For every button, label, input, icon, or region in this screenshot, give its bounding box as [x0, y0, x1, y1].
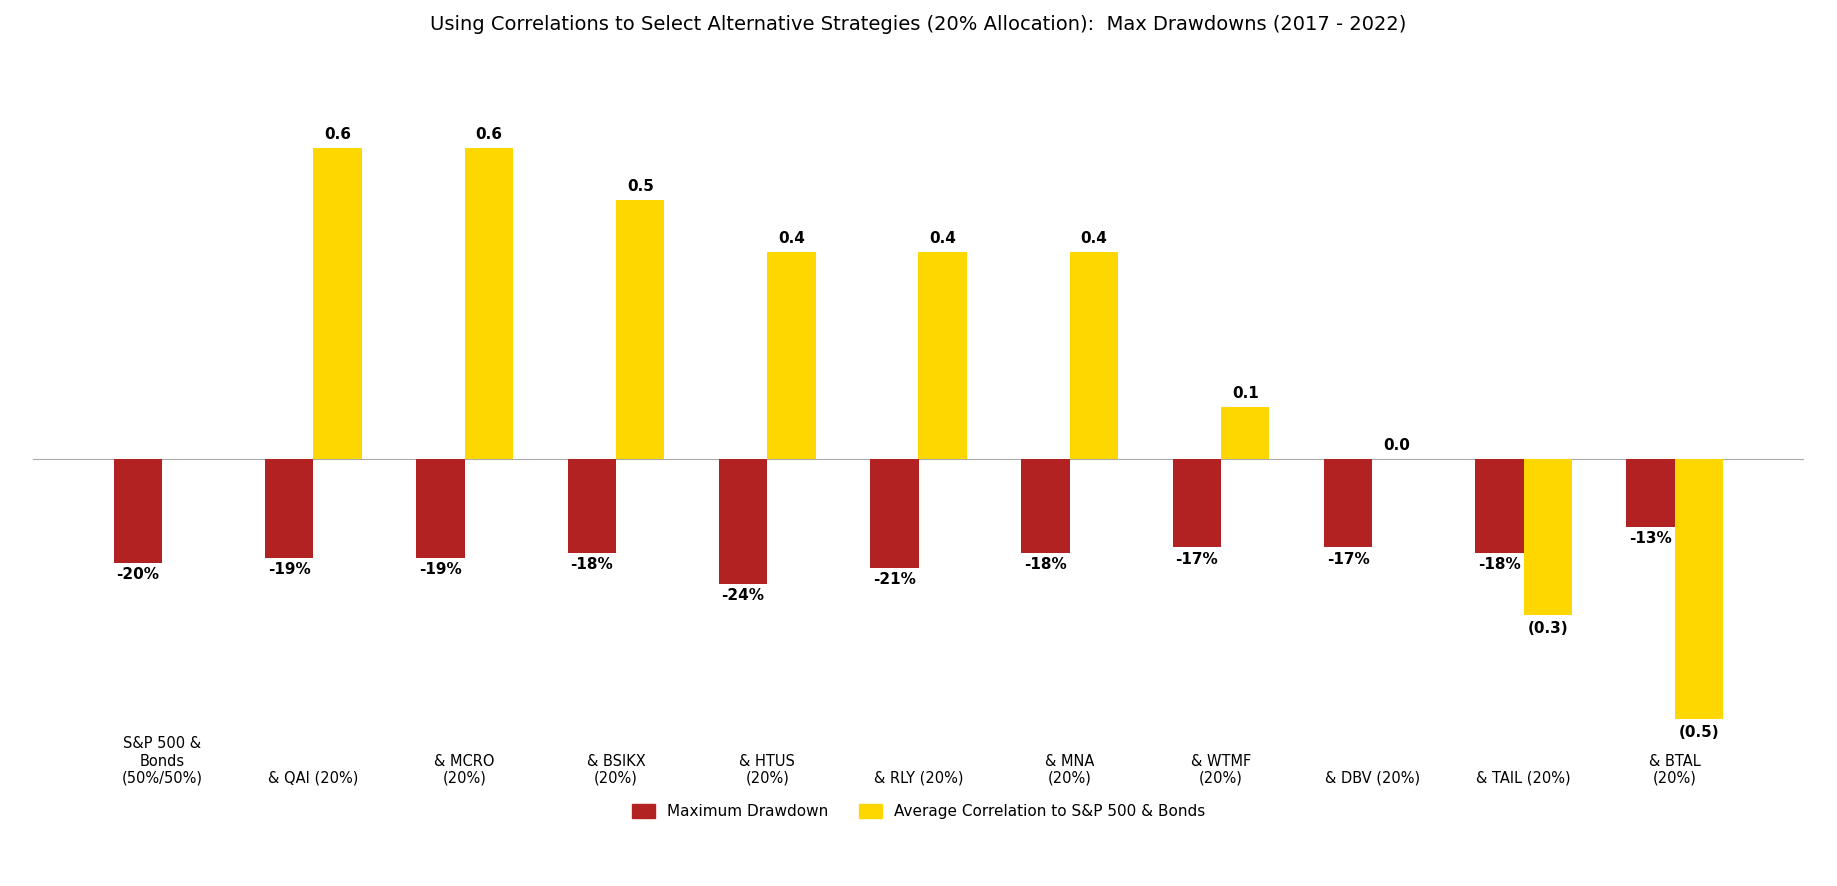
Text: & WTMF
(20%): & WTMF (20%) [1190, 753, 1251, 786]
Bar [871, 459, 918, 568]
Text: & MNA
(20%): & MNA (20%) [1045, 753, 1095, 786]
Text: (0.3): (0.3) [1527, 621, 1569, 636]
Text: 0.6: 0.6 [476, 127, 503, 142]
Legend: Maximum Drawdown, Average Correlation to S&P 500 & Bonds: Maximum Drawdown, Average Correlation to… [632, 804, 1205, 820]
Bar [265, 459, 314, 558]
Bar [1069, 252, 1119, 459]
Text: & MCRO
(20%): & MCRO (20%) [435, 753, 494, 786]
Bar [568, 459, 615, 553]
Text: -24%: -24% [722, 588, 764, 602]
Bar [718, 459, 768, 584]
Bar [918, 252, 966, 459]
Text: 0.4: 0.4 [779, 230, 805, 245]
Text: -17%: -17% [1176, 552, 1218, 567]
Text: & BTAL
(20%): & BTAL (20%) [1650, 753, 1701, 786]
Bar [114, 459, 162, 563]
Text: & HTUS
(20%): & HTUS (20%) [738, 753, 795, 786]
Text: -19%: -19% [419, 562, 461, 577]
Text: & DBV (20%): & DBV (20%) [1324, 771, 1420, 786]
Text: 0.1: 0.1 [1233, 386, 1258, 401]
Text: -18%: -18% [1479, 556, 1521, 571]
Bar [465, 148, 513, 459]
Text: 0.4: 0.4 [1080, 230, 1108, 245]
Text: S&P 500 &
Bonds
(50%/50%): S&P 500 & Bonds (50%/50%) [121, 736, 202, 786]
Bar [1021, 459, 1069, 553]
Bar [768, 252, 816, 459]
Text: (0.5): (0.5) [1679, 725, 1719, 740]
Text: 0.6: 0.6 [323, 127, 351, 142]
Bar [1475, 459, 1523, 553]
Text: -19%: -19% [268, 562, 310, 577]
Text: -17%: -17% [1326, 552, 1369, 567]
Text: 0.4: 0.4 [930, 230, 955, 245]
Text: & RLY (20%): & RLY (20%) [874, 771, 963, 786]
Bar [1675, 459, 1723, 719]
Text: -13%: -13% [1629, 531, 1672, 546]
Text: -20%: -20% [116, 567, 160, 582]
Text: 0.5: 0.5 [626, 179, 654, 194]
Bar [417, 459, 465, 558]
Title: Using Correlations to Select Alternative Strategies (20% Allocation):  Max Drawd: Using Correlations to Select Alternative… [430, 15, 1407, 34]
Text: -18%: -18% [571, 556, 614, 571]
Bar [1523, 459, 1572, 615]
Bar [1626, 459, 1675, 526]
Text: & TAIL (20%): & TAIL (20%) [1477, 771, 1571, 786]
Bar [1172, 459, 1222, 548]
Text: -21%: -21% [873, 572, 915, 587]
Text: & BSIKX
(20%): & BSIKX (20%) [586, 753, 645, 786]
Text: & QAI (20%): & QAI (20%) [268, 771, 358, 786]
Bar [615, 200, 665, 459]
Bar [314, 148, 362, 459]
Bar [1222, 408, 1269, 459]
Bar [1324, 459, 1372, 548]
Text: 0.0: 0.0 [1383, 438, 1409, 453]
Text: -18%: -18% [1025, 556, 1067, 571]
